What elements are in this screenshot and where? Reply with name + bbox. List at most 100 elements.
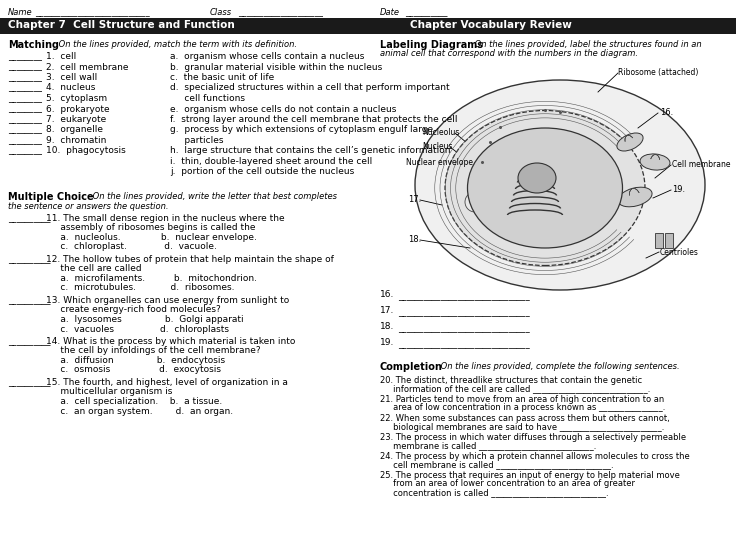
Text: 8.  organelle: 8. organelle xyxy=(46,125,103,135)
Text: from an area of lower concentration to an area of greater: from an area of lower concentration to a… xyxy=(380,480,635,489)
Text: ________: ________ xyxy=(8,62,42,72)
Text: 14. What is the process by which material is taken into: 14. What is the process by which materia… xyxy=(46,337,295,346)
Text: __________: __________ xyxy=(8,255,51,264)
Bar xyxy=(0,18,736,34)
Text: Ribosome (attached): Ribosome (attached) xyxy=(618,68,698,77)
Text: e.  organism whose cells do not contain a nucleus: e. organism whose cells do not contain a… xyxy=(170,104,397,114)
Text: ________: ________ xyxy=(8,146,42,156)
Text: a.  microfilaments.          b.  mitochondrion.: a. microfilaments. b. mitochondrion. xyxy=(46,274,257,283)
Text: ________: ________ xyxy=(8,104,42,114)
Text: 10.  phagocytosis: 10. phagocytosis xyxy=(46,146,126,156)
Text: c.  chloroplast.             d.  vacuole.: c. chloroplast. d. vacuole. xyxy=(46,242,217,252)
Text: 16.: 16. xyxy=(660,108,673,117)
Text: Date: Date xyxy=(380,8,400,17)
Text: d.  specialized structures within a cell that perform important: d. specialized structures within a cell … xyxy=(170,83,450,93)
Text: a.  diffusion               b.  endocytosis: a. diffusion b. endocytosis xyxy=(46,356,225,365)
Text: the cell are called: the cell are called xyxy=(46,264,141,273)
Text: 25. The process that requires an input of energy to help material move: 25. The process that requires an input o… xyxy=(380,471,680,480)
Text: animal cell that correspond with the numbers in the diagram.: animal cell that correspond with the num… xyxy=(380,49,638,58)
Text: biological membranes are said to have ________________________.: biological membranes are said to have __… xyxy=(380,422,665,432)
Text: ________: ________ xyxy=(8,136,42,145)
Text: 12. The hollow tubes of protein that help maintain the shape of: 12. The hollow tubes of protein that hel… xyxy=(46,255,334,264)
Ellipse shape xyxy=(415,80,705,290)
Ellipse shape xyxy=(467,128,623,248)
Bar xyxy=(655,233,663,248)
Text: 17.: 17. xyxy=(380,306,394,315)
Text: information of the cell are called ___________________________.: information of the cell are called _____… xyxy=(380,385,651,394)
Text: On the lines provided, complete the following sentences.: On the lines provided, complete the foll… xyxy=(438,362,679,371)
Text: 3.  cell wall: 3. cell wall xyxy=(46,73,97,82)
Ellipse shape xyxy=(640,154,670,170)
Text: j.  portion of the cell outside the nucleus: j. portion of the cell outside the nucle… xyxy=(170,167,354,177)
Text: ________: ________ xyxy=(8,73,42,82)
Text: 20. The distinct, threadlike structures that contain the genetic: 20. The distinct, threadlike structures … xyxy=(380,376,642,385)
Text: particles: particles xyxy=(170,136,224,145)
Text: On the lines provided, label the structures found in an: On the lines provided, label the structu… xyxy=(472,40,701,49)
Text: c.  microtubules.            d.  ribosomes.: c. microtubules. d. ribosomes. xyxy=(46,284,235,293)
Text: f.  strong layer around the cell membrane that protects the cell: f. strong layer around the cell membrane… xyxy=(170,115,458,124)
Text: b.  granular material visible within the nucleus: b. granular material visible within the … xyxy=(170,62,382,72)
Text: Nuclear envelope: Nuclear envelope xyxy=(406,158,473,167)
Circle shape xyxy=(465,192,485,212)
Text: 23. The process in which water diffuses through a selectively permeable: 23. The process in which water diffuses … xyxy=(380,433,686,442)
Text: 9.  chromatin: 9. chromatin xyxy=(46,136,107,145)
Ellipse shape xyxy=(445,110,645,266)
Text: Name: Name xyxy=(8,8,32,17)
Text: Centrioles: Centrioles xyxy=(660,248,699,257)
Text: 1.  cell: 1. cell xyxy=(46,52,77,61)
Text: Multiple Choice: Multiple Choice xyxy=(8,192,93,202)
Ellipse shape xyxy=(618,187,652,207)
Text: Labeling Diagrams: Labeling Diagrams xyxy=(380,40,483,50)
Text: a.  organism whose cells contain a nucleus: a. organism whose cells contain a nucleu… xyxy=(170,52,364,61)
Text: 24. The process by which a protein channel allows molecules to cross the: 24. The process by which a protein chann… xyxy=(380,452,690,461)
Text: __________: __________ xyxy=(8,296,51,305)
Text: the cell by infoldings of the cell membrane?: the cell by infoldings of the cell membr… xyxy=(46,347,261,355)
Text: __________: __________ xyxy=(8,378,51,387)
Text: On the lines provided, match the term with its definition.: On the lines provided, match the term wi… xyxy=(56,40,297,49)
Text: Matching: Matching xyxy=(8,40,59,50)
Text: 19.: 19. xyxy=(672,185,685,194)
Text: 11. The small dense region in the nucleus where the: 11. The small dense region in the nucleu… xyxy=(46,214,285,223)
Text: __________: __________ xyxy=(8,214,51,223)
Ellipse shape xyxy=(518,163,556,193)
Text: the sentence or answers the question.: the sentence or answers the question. xyxy=(8,202,169,211)
Text: _______________________________: _______________________________ xyxy=(398,340,530,349)
Text: c.  vacuoles                d.  chloroplasts: c. vacuoles d. chloroplasts xyxy=(46,325,229,333)
Text: 15. The fourth, and highest, level of organization in a: 15. The fourth, and highest, level of or… xyxy=(46,378,288,387)
Text: _______________________________: _______________________________ xyxy=(398,308,530,317)
Text: 17.: 17. xyxy=(408,195,421,204)
Text: cell membrane is called ___________________________.: cell membrane is called ________________… xyxy=(380,460,614,470)
Text: On the lines provided, write the letter that best completes: On the lines provided, write the letter … xyxy=(90,192,337,201)
Text: a.  lysosomes               b.  Golgi apparati: a. lysosomes b. Golgi apparati xyxy=(46,315,244,324)
Text: ___________________________: ___________________________ xyxy=(35,8,149,17)
Text: Class: Class xyxy=(210,8,232,17)
Text: a.  nucleolus.              b.  nuclear envelope.: a. nucleolus. b. nuclear envelope. xyxy=(46,233,257,242)
Text: 16.: 16. xyxy=(380,290,394,299)
Text: Nucleus: Nucleus xyxy=(422,142,453,151)
Text: Nucleolus: Nucleolus xyxy=(422,128,459,137)
Text: 5.  cytoplasm: 5. cytoplasm xyxy=(46,94,107,103)
Text: Completion: Completion xyxy=(380,362,443,372)
Text: 18.: 18. xyxy=(380,322,394,331)
Text: ________: ________ xyxy=(8,52,42,61)
Text: g.  process by which extensions of cytoplasm engulf large: g. process by which extensions of cytopl… xyxy=(170,125,433,135)
Text: h.  large structure that contains the cell’s genetic information: h. large structure that contains the cel… xyxy=(170,146,450,156)
Text: 6.  prokaryote: 6. prokaryote xyxy=(46,104,110,114)
Text: Chapter 7  Cell Structure and Function: Chapter 7 Cell Structure and Function xyxy=(8,20,235,30)
Text: 19.: 19. xyxy=(380,338,394,347)
Text: 18.: 18. xyxy=(408,235,421,244)
Text: 13. Which organelles can use energy from sunlight to: 13. Which organelles can use energy from… xyxy=(46,296,289,305)
Text: ____________________: ____________________ xyxy=(238,8,323,17)
Text: 21. Particles tend to move from an area of high concentration to an: 21. Particles tend to move from an area … xyxy=(380,395,665,404)
Text: 4.  nucleus: 4. nucleus xyxy=(46,83,96,93)
Text: __________: __________ xyxy=(405,8,447,17)
Text: ________: ________ xyxy=(8,115,42,124)
Text: i.  thin, double-layered sheet around the cell: i. thin, double-layered sheet around the… xyxy=(170,157,372,166)
Text: c.  the basic unit of life: c. the basic unit of life xyxy=(170,73,275,82)
Text: ________: ________ xyxy=(8,125,42,135)
Text: membrane is called ___________________________.: membrane is called _____________________… xyxy=(380,442,596,450)
Text: multicellular organism is: multicellular organism is xyxy=(46,388,172,396)
Text: 22. When some substances can pass across them but others cannot,: 22. When some substances can pass across… xyxy=(380,414,670,423)
Text: c.  osmosis                 d.  exocytosis: c. osmosis d. exocytosis xyxy=(46,365,221,374)
Text: 2.  cell membrane: 2. cell membrane xyxy=(46,62,129,72)
